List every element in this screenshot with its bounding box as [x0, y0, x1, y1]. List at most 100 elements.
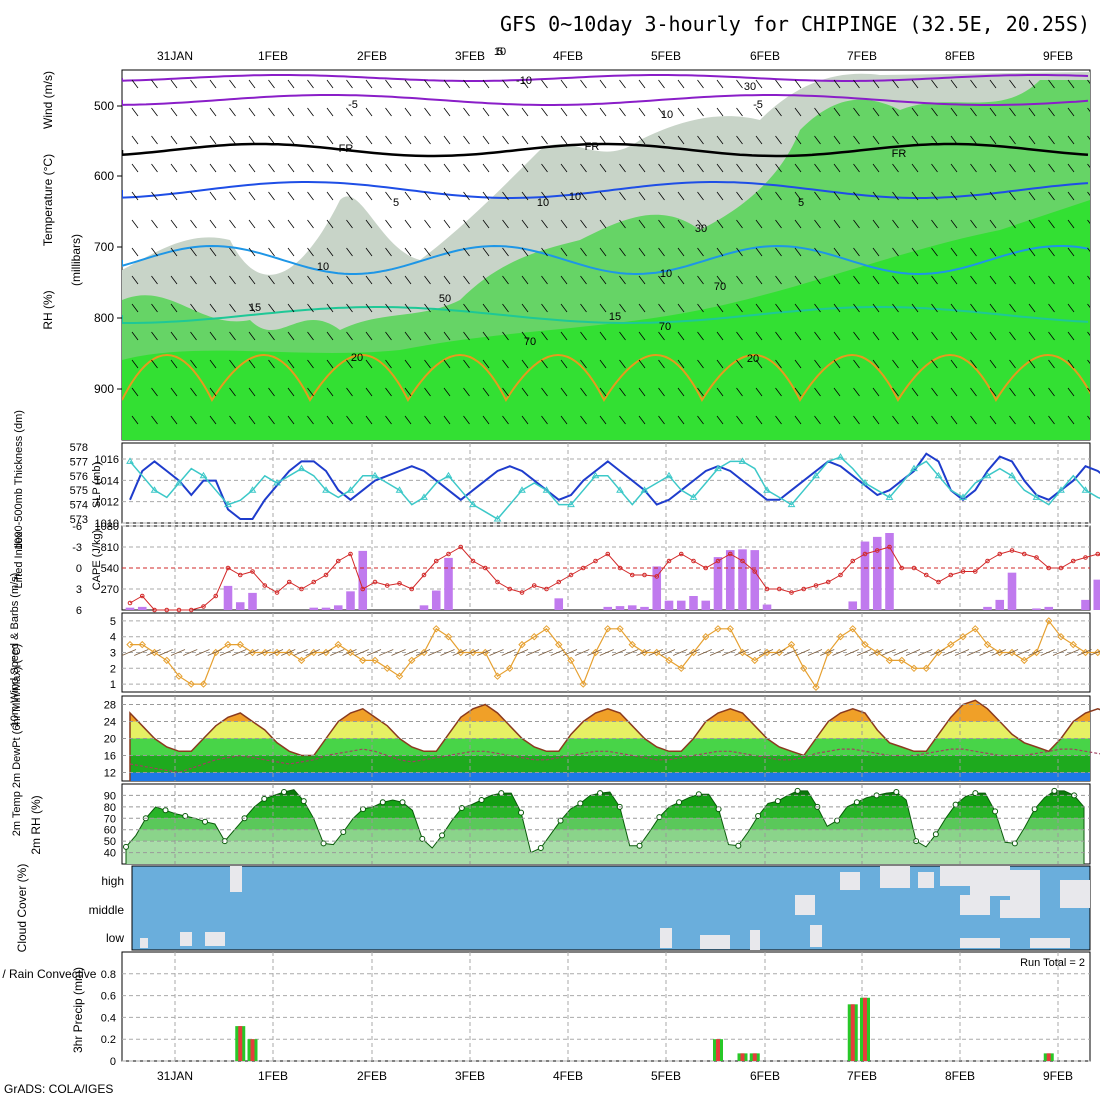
contour-label-17: 10: [537, 197, 549, 209]
cape-bar-60: [860, 541, 870, 610]
contour-label-19: 50: [439, 293, 451, 305]
contour-label-15: 20: [747, 353, 759, 365]
wind-barb-61: [869, 649, 884, 656]
li-point-65: [923, 572, 929, 578]
wind-barb-21: [379, 649, 394, 656]
thickness-point-26: [444, 471, 453, 479]
li-point-17: [335, 558, 341, 564]
li-point-10: [250, 569, 255, 574]
rh-point-64: [755, 813, 762, 819]
thickness-point-56: [812, 471, 820, 479]
li-point-76: [1058, 565, 1064, 571]
wind-barb-7: [207, 649, 222, 656]
li-point-72: [1009, 548, 1015, 553]
top-day-label-4: 4FEB: [553, 49, 583, 63]
thickness-point-14: [297, 464, 306, 472]
wind-barb-32: [513, 649, 529, 656]
li-point-75: [1046, 565, 1052, 571]
li-point-39: [605, 551, 611, 557]
rh-point-38: [498, 790, 505, 797]
li-point-35: [556, 579, 562, 585]
wind-barb-1: [134, 649, 149, 656]
lifted-index-line: [129, 546, 1100, 611]
precip-conv-bar-1: [250, 1039, 255, 1061]
wind-point-30: [493, 672, 502, 680]
wind-barb-18: [342, 649, 357, 656]
li-point-67: [948, 572, 954, 578]
temp-band-2: [130, 738, 1090, 756]
wind-barb-54: [783, 649, 798, 656]
ylabel-thickness: 1000-500mb Thickness (dm): [13, 410, 25, 550]
top-day-label-0: 31JAN: [157, 49, 193, 63]
li-point-12: [274, 590, 280, 595]
thickness-point-58: [836, 453, 845, 460]
cape-bar-44: [664, 600, 674, 610]
temp-line: [129, 699, 1100, 781]
wind-barb-62: [881, 649, 896, 656]
cape-bar-35: [554, 598, 564, 610]
wind-barb-65: [918, 649, 933, 656]
contour-label-8: FR: [585, 141, 600, 153]
li-point-44: [666, 558, 672, 564]
wind-barb-17: [330, 649, 345, 656]
li-point-49: [727, 551, 733, 557]
bottom-time-axis: 31JAN 1FEB 2FEB 3FEB 4FEB 5FEB 6FEB 7FEB 8FEB 9FE…: [157, 1069, 1073, 1083]
rh-point-82: [932, 831, 939, 838]
thickness-point-36: [567, 500, 575, 508]
wind-point-8: [224, 640, 232, 649]
precip-tick-2: 0.4: [101, 1012, 116, 1024]
rh-point-8: [202, 818, 209, 825]
bottom-day-label-7: 7FEB: [847, 1069, 877, 1083]
contour-10: [122, 244, 1089, 276]
wind-point-33: [530, 632, 538, 641]
li-point-4: [176, 607, 182, 613]
li-point-38: [593, 558, 598, 564]
wind-point-40: [616, 625, 624, 633]
upper-wind-barbs: [131, 79, 1090, 425]
cape-bar-52: [762, 604, 772, 610]
precip-tick-4: 0: [110, 1056, 116, 1068]
li-point-24: [421, 572, 427, 578]
rh-point-74: [853, 799, 860, 806]
li-point-57: [825, 579, 831, 585]
wind-barb-25: [428, 649, 443, 656]
li-point-21: [384, 583, 390, 588]
contour-label-21: 70: [524, 336, 536, 348]
wind-barb-35: [550, 649, 565, 656]
wind-barb-48: [709, 649, 725, 656]
wind-point-77: [1069, 640, 1077, 649]
ylabel-cape: CAPE (J/kg): [91, 530, 103, 591]
contour-label-24: 10: [569, 191, 581, 203]
wind-barb-59: [844, 649, 859, 656]
cape-bar-49: [725, 550, 735, 610]
rh-point-42: [537, 845, 544, 851]
wind-barb-76: [1052, 649, 1068, 656]
upper-ytick-label-0: 500: [94, 99, 114, 113]
contour-label-3: 5: [393, 197, 399, 209]
bottom-day-label-8: 8FEB: [945, 1069, 975, 1083]
cape-bar-62: [885, 533, 894, 610]
rh-point-72: [834, 817, 841, 824]
wind-barb-23: [403, 649, 418, 656]
top-day-label-2: 2FEB: [357, 49, 387, 63]
footer-credit: GrADS: COLA/IGES: [4, 1082, 114, 1096]
wind-barb-41: [624, 649, 639, 656]
li-point-32: [519, 590, 525, 595]
wind-barb-55: [795, 649, 810, 656]
wind-point-37: [579, 680, 587, 688]
thickness-point-18: [346, 486, 355, 493]
li-point-11: [262, 583, 268, 588]
li-point-74: [1034, 555, 1039, 560]
cape-bar-70: [983, 606, 992, 610]
contour-label-20: 70: [659, 321, 671, 333]
cape-bar-40: [615, 606, 625, 610]
wind-barb-51: [746, 649, 761, 656]
cape-bar-42: [640, 606, 649, 610]
rh-band-3: [126, 806, 1084, 819]
rh-tick-4: 50: [104, 836, 116, 848]
precip-conv-bar-7: [1046, 1053, 1051, 1061]
rh-point-24: [360, 806, 367, 813]
wind-barb-40: [611, 649, 627, 656]
wind-barb-77: [1065, 649, 1080, 656]
wind-point-23: [408, 656, 416, 665]
